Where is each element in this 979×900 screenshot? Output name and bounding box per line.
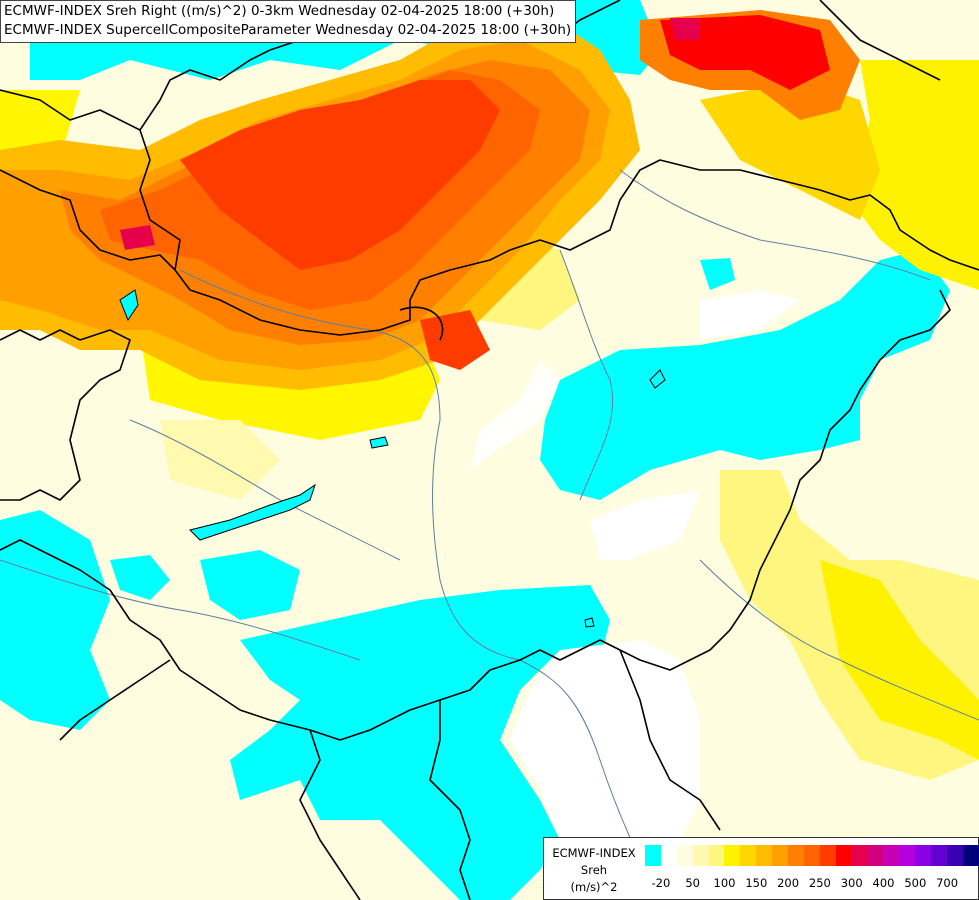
legend-parameter: Sreh — [580, 863, 608, 877]
rivers — [0, 169, 979, 900]
legend-swatch — [708, 845, 725, 866]
legend-tick-label: 50 — [685, 876, 701, 890]
map-title-box: ECMWF-INDEX Sreh Right ((m/s)^2) 0-3km W… — [0, 0, 577, 43]
legend-swatch — [645, 845, 661, 866]
legend-tick-label: 100 — [713, 876, 736, 890]
legend-swatch — [692, 845, 709, 866]
legend-swatch — [835, 845, 852, 866]
legend-swatch — [867, 845, 884, 866]
high-sreh-areas — [0, 10, 860, 390]
legend-tick-label: 400 — [872, 876, 895, 890]
map-title-line-1: ECMWF-INDEX Sreh Right ((m/s)^2) 0-3km W… — [4, 3, 555, 19]
legend-swatch — [931, 845, 947, 866]
legend-tick-label: 500 — [904, 876, 927, 890]
color-legend: ECMWF-INDEX Sreh (m/s)^2 -20 50 100 150 200 2… — [543, 837, 979, 900]
legend-tick-label: 150 — [745, 876, 768, 890]
legend-swatch — [946, 845, 963, 866]
legend-tick-label: 200 — [777, 876, 800, 890]
legend-swatch — [883, 845, 900, 866]
legend-swatch — [899, 845, 916, 866]
legend-swatch — [740, 845, 757, 866]
cyan-areas — [0, 0, 950, 900]
legend-swatch — [803, 845, 820, 866]
legend-tick-label: -20 — [651, 876, 671, 890]
legend-swatch — [851, 845, 868, 866]
map-title-line-2: ECMWF-INDEX SupercellCompositeParameter … — [4, 22, 572, 38]
lakes — [119, 289, 666, 628]
legend-unit: (m/s)^2 — [570, 880, 618, 894]
legend-tick-label: 700 — [936, 876, 959, 890]
legend-tick-label: 300 — [840, 876, 863, 890]
legend-swatch — [962, 845, 979, 866]
legend-swatch — [819, 845, 836, 866]
white-areas — [470, 290, 800, 840]
legend-swatches — [645, 845, 979, 866]
legend-tick-labels: -20 50 100 150 200 250 300 400 500 700 — [645, 876, 975, 892]
legend-swatch — [676, 845, 693, 866]
legend-swatch — [915, 845, 932, 866]
legend-swatch — [724, 845, 741, 866]
legend-swatch — [788, 845, 804, 866]
legend-tick-label: 250 — [808, 876, 831, 890]
legend-swatch — [660, 845, 677, 866]
legend-swatch — [756, 845, 773, 866]
legend-source: ECMWF-INDEX — [552, 846, 636, 860]
legend-swatch — [772, 845, 789, 866]
